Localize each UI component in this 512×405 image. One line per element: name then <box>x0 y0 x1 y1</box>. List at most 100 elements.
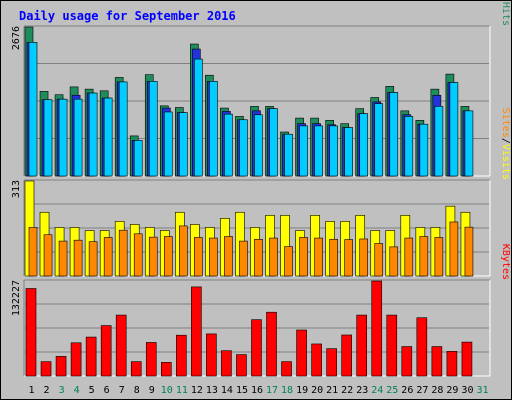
middle-panel-legend-separator: / <box>500 138 511 144</box>
bar-sites-day-25 <box>389 246 399 277</box>
bar-pages-day-10 <box>163 111 173 177</box>
x-tick-label-day-5: 5 <box>89 385 95 396</box>
x-tick-label-day-23: 23 <box>356 385 368 396</box>
bar-sites-day-10 <box>163 236 173 277</box>
x-tick-label-day-27: 27 <box>416 385 428 396</box>
bar-pages-day-29 <box>449 82 459 177</box>
bar-sites-day-2 <box>43 234 53 277</box>
bar-sites-day-14 <box>224 236 233 277</box>
x-tick-label-day-11: 11 <box>176 385 188 396</box>
bar-kbytes-day-8 <box>130 361 142 377</box>
bar-pages-day-23 <box>359 113 369 177</box>
bar-pages-day-26 <box>404 116 414 177</box>
bar-sites-day-23 <box>359 238 369 277</box>
bar-sites-day-7 <box>118 229 128 277</box>
x-tick-label-day-22: 22 <box>341 385 353 396</box>
bar-kbytes-day-15 <box>236 354 247 377</box>
bar-sites-day-30 <box>464 226 474 277</box>
x-tick-label-day-29: 29 <box>446 385 458 396</box>
x-tick-label-day-19: 19 <box>296 385 308 396</box>
x-tick-label-day-20: 20 <box>311 385 323 396</box>
top-panel-ymax-label: 2676 <box>11 26 22 50</box>
bar-sites-day-4 <box>73 239 83 277</box>
bar-sites-day-28 <box>434 237 444 277</box>
bar-kbytes-day-27 <box>416 317 428 377</box>
bar-pages-day-30 <box>464 110 474 177</box>
bar-kbytes-day-20 <box>311 343 322 377</box>
x-tick-label-day-6: 6 <box>104 385 110 396</box>
x-tick-label-day-2: 2 <box>44 385 50 396</box>
x-tick-label-day-7: 7 <box>119 385 125 396</box>
bar-pages-day-25 <box>389 92 399 177</box>
top-panel-legend-separator: / <box>500 0 511 2</box>
middle-panel-ymax-label: 313 <box>11 180 22 198</box>
bar-pages-day-14 <box>224 113 233 177</box>
bar-pages-day-4 <box>73 98 83 177</box>
chart-panels: Pages/Files/Hits2676Sites/Visits313KByte… <box>11 0 511 377</box>
bar-kbytes-day-26 <box>401 346 413 377</box>
bar-pages-day-15 <box>239 119 248 177</box>
bar-pages-day-20 <box>314 125 323 177</box>
bar-pages-day-5 <box>88 92 98 177</box>
bar-pages-day-9 <box>148 81 158 177</box>
bar-pages-day-3 <box>58 98 68 177</box>
bottom-panel-ymax-label: 132227 <box>11 280 22 316</box>
bar-kbytes-day-11 <box>176 334 187 377</box>
x-tick-label-day-24: 24 <box>371 385 383 396</box>
x-tick-label-day-26: 26 <box>401 385 413 396</box>
bar-kbytes-day-18 <box>281 361 292 377</box>
bar-kbytes-day-23 <box>356 314 368 377</box>
x-tick-label-day-10: 10 <box>161 385 173 396</box>
bar-kbytes-day-4 <box>70 342 82 377</box>
legend-visits: Visits <box>500 144 511 180</box>
bar-kbytes-day-13 <box>206 333 217 377</box>
bar-pages-day-19 <box>299 125 308 177</box>
bar-pages-day-2 <box>43 99 53 177</box>
bar-sites-day-20 <box>314 237 323 277</box>
x-tick-label-day-17: 17 <box>266 385 278 396</box>
legend-sites: Sites <box>500 108 511 138</box>
bar-pages-day-13 <box>209 81 218 177</box>
x-tick-label-day-3: 3 <box>59 385 65 396</box>
bar-kbytes-day-17 <box>266 311 277 377</box>
bar-sites-day-5 <box>88 241 98 277</box>
bar-kbytes-day-1 <box>25 288 37 377</box>
x-tick-label-day-30: 30 <box>461 385 473 396</box>
bar-pages-day-16 <box>254 114 263 177</box>
x-tick-label-day-8: 8 <box>134 385 140 396</box>
bar-pages-day-22 <box>344 127 353 177</box>
bar-kbytes-day-12 <box>191 286 202 377</box>
x-tick-label-day-12: 12 <box>191 385 203 396</box>
x-tick-label-day-9: 9 <box>149 385 155 396</box>
bar-sites-day-21 <box>329 238 338 277</box>
bar-pages-day-7 <box>118 81 128 177</box>
x-tick-label-day-13: 13 <box>206 385 218 396</box>
bar-kbytes-day-10 <box>160 362 172 377</box>
bar-sites-day-11 <box>179 225 188 277</box>
x-tick-label-day-25: 25 <box>386 385 398 396</box>
bar-sites-day-12 <box>194 237 203 277</box>
bar-sites-day-9 <box>148 236 158 277</box>
bar-pages-day-12 <box>194 58 203 177</box>
x-tick-label-day-28: 28 <box>431 385 443 396</box>
bar-kbytes-day-29 <box>446 351 458 377</box>
bar-sites-day-13 <box>209 237 218 277</box>
bar-kbytes-day-25 <box>386 314 398 377</box>
x-axis-day-labels: 1 2 3 4 5 6 7 8 9 10 11 12 13 14 15 16 17 18 19 20 21 22 23 24 2… <box>29 385 489 396</box>
bar-sites-day-15 <box>239 240 248 277</box>
bar-kbytes-day-3 <box>55 356 67 377</box>
bar-pages-day-11 <box>179 112 188 177</box>
bar-kbytes-day-19 <box>296 329 307 377</box>
x-tick-label-day-21: 21 <box>326 385 338 396</box>
top-panel-right-legend: Pages/Files/Hits <box>500 0 511 26</box>
bar-kbytes-day-2 <box>40 361 52 377</box>
x-tick-label-day-15: 15 <box>236 385 248 396</box>
bar-kbytes-day-22 <box>341 334 352 377</box>
bar-kbytes-day-14 <box>221 350 232 377</box>
legend-hits: Hits <box>500 2 511 26</box>
bar-sites-day-24 <box>374 243 384 277</box>
bar-kbytes-day-28 <box>431 346 443 377</box>
bar-pages-day-27 <box>419 123 429 177</box>
